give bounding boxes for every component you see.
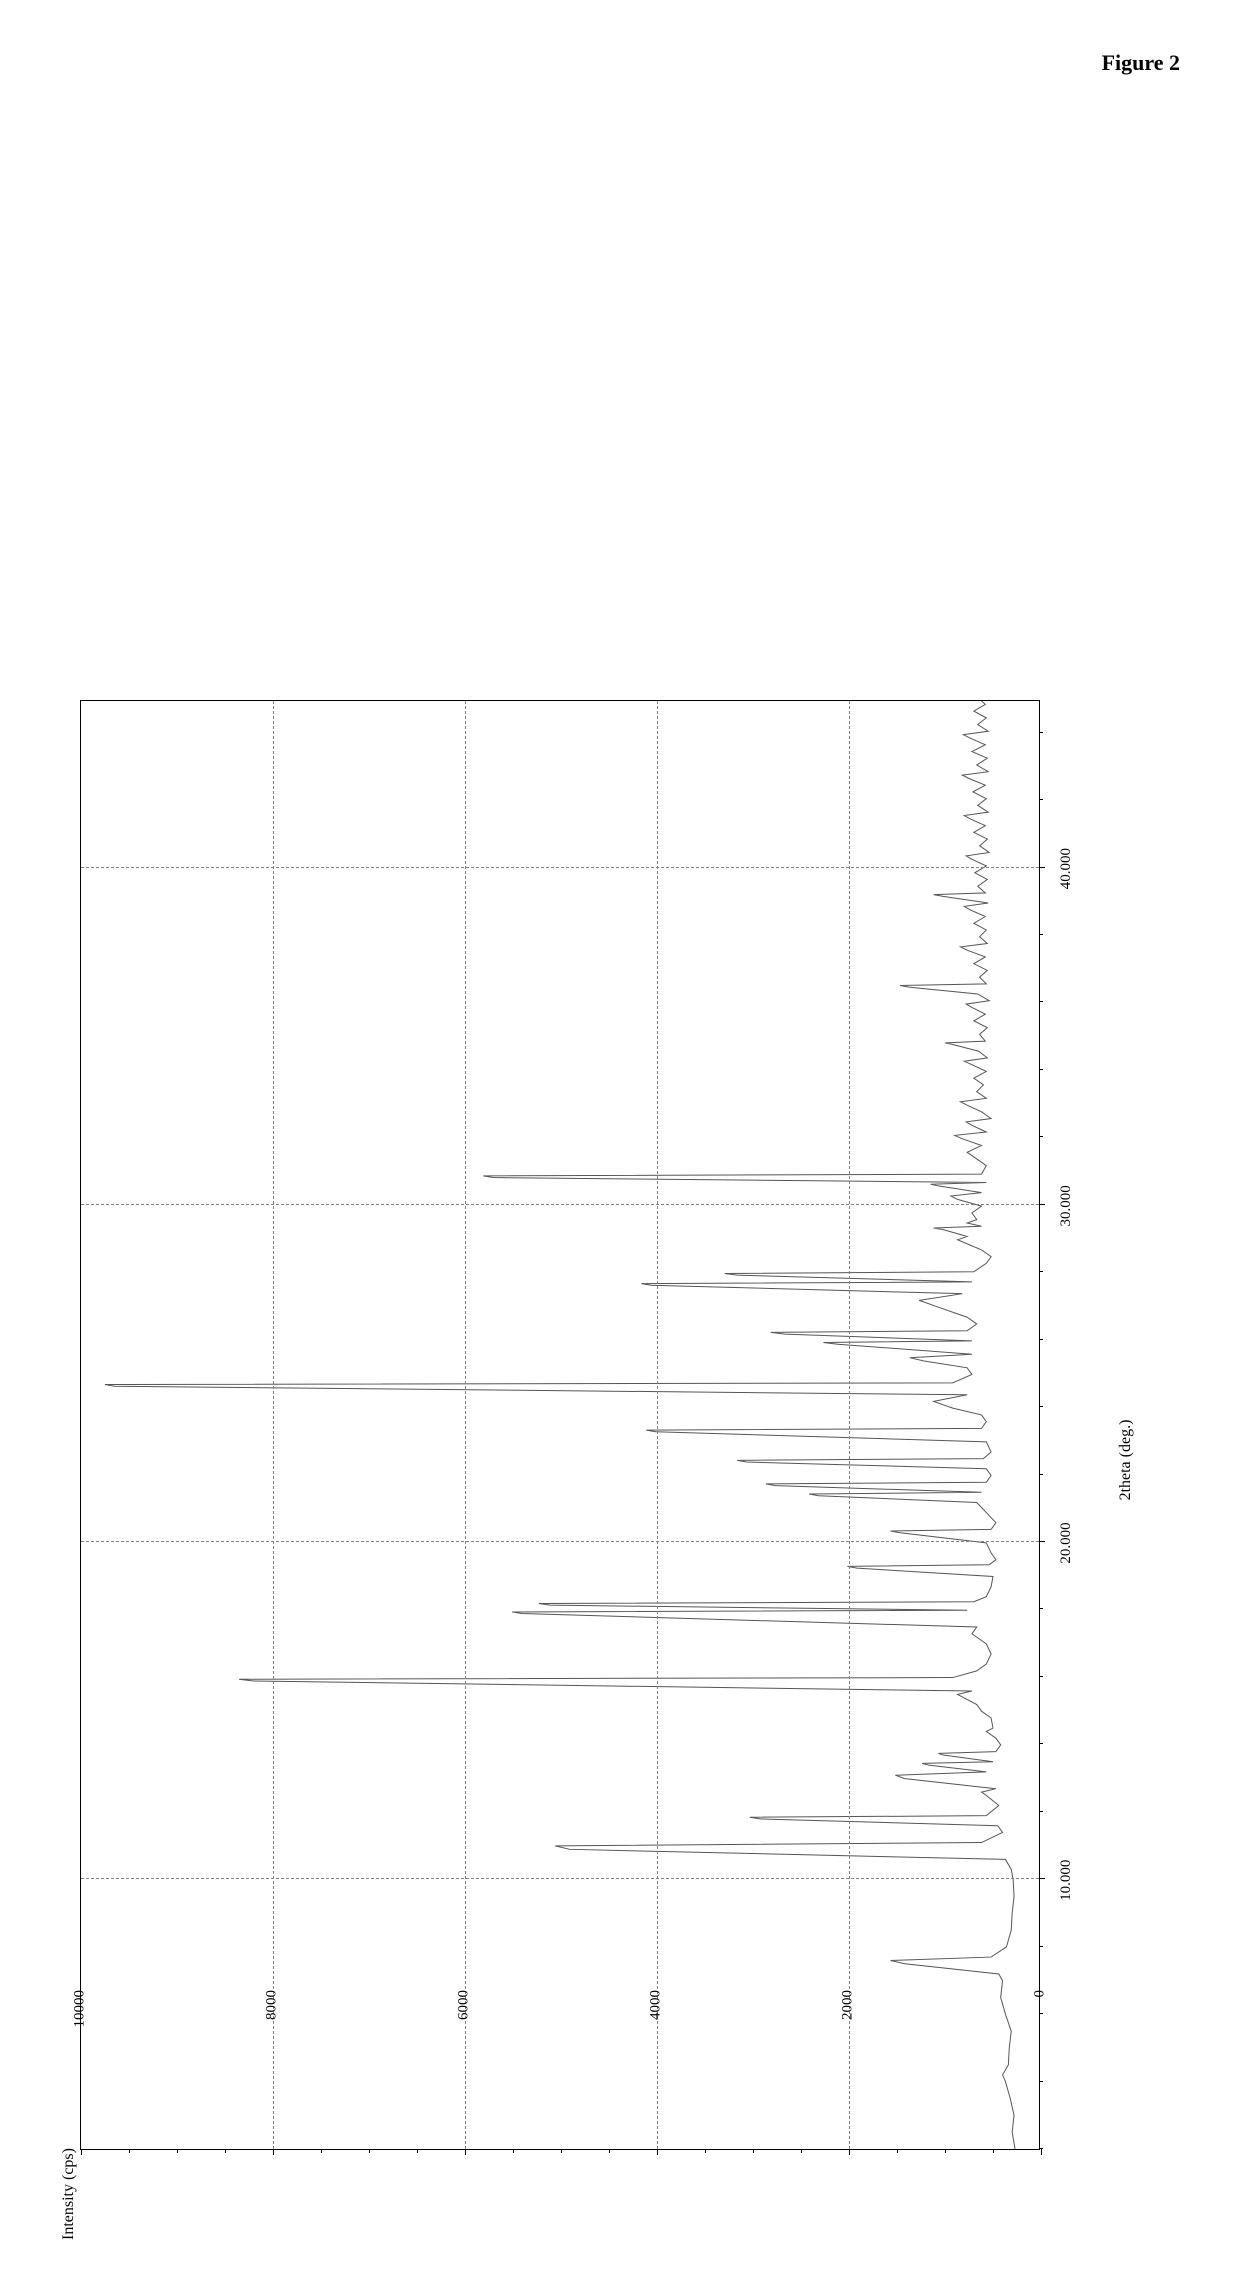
x-tick: [1039, 1878, 1045, 1879]
x-tick-label: 40.000: [1058, 848, 1075, 889]
gridline-v: [81, 1204, 1039, 1205]
y-tick: [849, 2149, 850, 2155]
y-tick-label: 10000: [72, 1990, 89, 2050]
x-axis-label: 2theta (deg.): [1117, 1420, 1135, 1501]
y-tick-minor: [177, 2149, 178, 2153]
y-tick-minor: [609, 2149, 610, 2153]
x-tick-minor: [1039, 1608, 1043, 1609]
y-tick-label: 2000: [840, 1990, 857, 2050]
y-axis-label: Intensity (cps): [60, 2148, 78, 2240]
x-tick: [1039, 867, 1045, 868]
x-tick-minor: [1039, 1811, 1043, 1812]
y-tick-label: 8000: [264, 1990, 281, 2050]
x-tick-minor: [1039, 934, 1043, 935]
y-tick-minor: [993, 2149, 994, 2153]
y-tick-minor: [753, 2149, 754, 2153]
x-tick: [1039, 1204, 1045, 1205]
y-tick: [657, 2149, 658, 2155]
xrd-chart: Intensity (cps) 2theta (deg.) 10.000 20.0…: [50, 650, 1150, 2270]
x-tick-minor: [1039, 1339, 1043, 1340]
x-tick-minor: [1039, 1069, 1043, 1070]
gridline-v: [81, 867, 1039, 868]
y-tick: [1041, 2149, 1042, 2155]
y-tick: [273, 2149, 274, 2155]
x-tick-minor: [1039, 799, 1043, 800]
gridline-h: [849, 701, 850, 2149]
y-tick-minor: [897, 2149, 898, 2153]
x-tick-minor: [1039, 1946, 1043, 1947]
x-tick-label: 10.000: [1058, 1860, 1075, 1901]
x-tick-minor: [1039, 1136, 1043, 1137]
x-tick-minor: [1039, 1271, 1043, 1272]
x-tick-minor: [1039, 1743, 1043, 1744]
x-tick-label: 30.000: [1058, 1185, 1075, 1226]
gridline-v: [81, 1878, 1039, 1879]
gridline-h: [465, 701, 466, 2149]
y-tick: [81, 2149, 82, 2155]
y-tick-minor: [801, 2149, 802, 2153]
x-tick-minor: [1039, 1406, 1043, 1407]
y-tick-label: 4000: [648, 1990, 665, 2050]
y-tick-minor: [513, 2149, 514, 2153]
y-tick-minor: [945, 2149, 946, 2153]
y-tick-minor: [561, 2149, 562, 2153]
x-tick: [1039, 1541, 1045, 1542]
y-tick-label: 0: [1032, 1990, 1049, 2050]
gridline-h: [273, 701, 274, 2149]
y-tick-label: 6000: [456, 1990, 473, 2050]
xrd-chart-container: Intensity (cps) 2theta (deg.) 10.00020.0…: [50, 100, 1150, 1720]
x-tick-minor: [1039, 1676, 1043, 1677]
x-tick-minor: [1039, 1474, 1043, 1475]
y-tick-minor: [369, 2149, 370, 2153]
x-tick-label: 20.000: [1058, 1522, 1075, 1563]
gridline-v: [81, 1541, 1039, 1542]
x-tick-minor: [1039, 2081, 1043, 2082]
xrd-trace: [81, 701, 1039, 2149]
figure-title: Figure 2: [1102, 50, 1180, 76]
x-tick-minor: [1039, 732, 1043, 733]
y-tick-minor: [225, 2149, 226, 2153]
plot-area: [80, 700, 1040, 2150]
gridline-h: [657, 701, 658, 2149]
y-tick-minor: [705, 2149, 706, 2153]
y-tick: [465, 2149, 466, 2155]
y-tick-minor: [417, 2149, 418, 2153]
y-tick-minor: [129, 2149, 130, 2153]
y-tick-minor: [321, 2149, 322, 2153]
x-tick-minor: [1039, 1002, 1043, 1003]
